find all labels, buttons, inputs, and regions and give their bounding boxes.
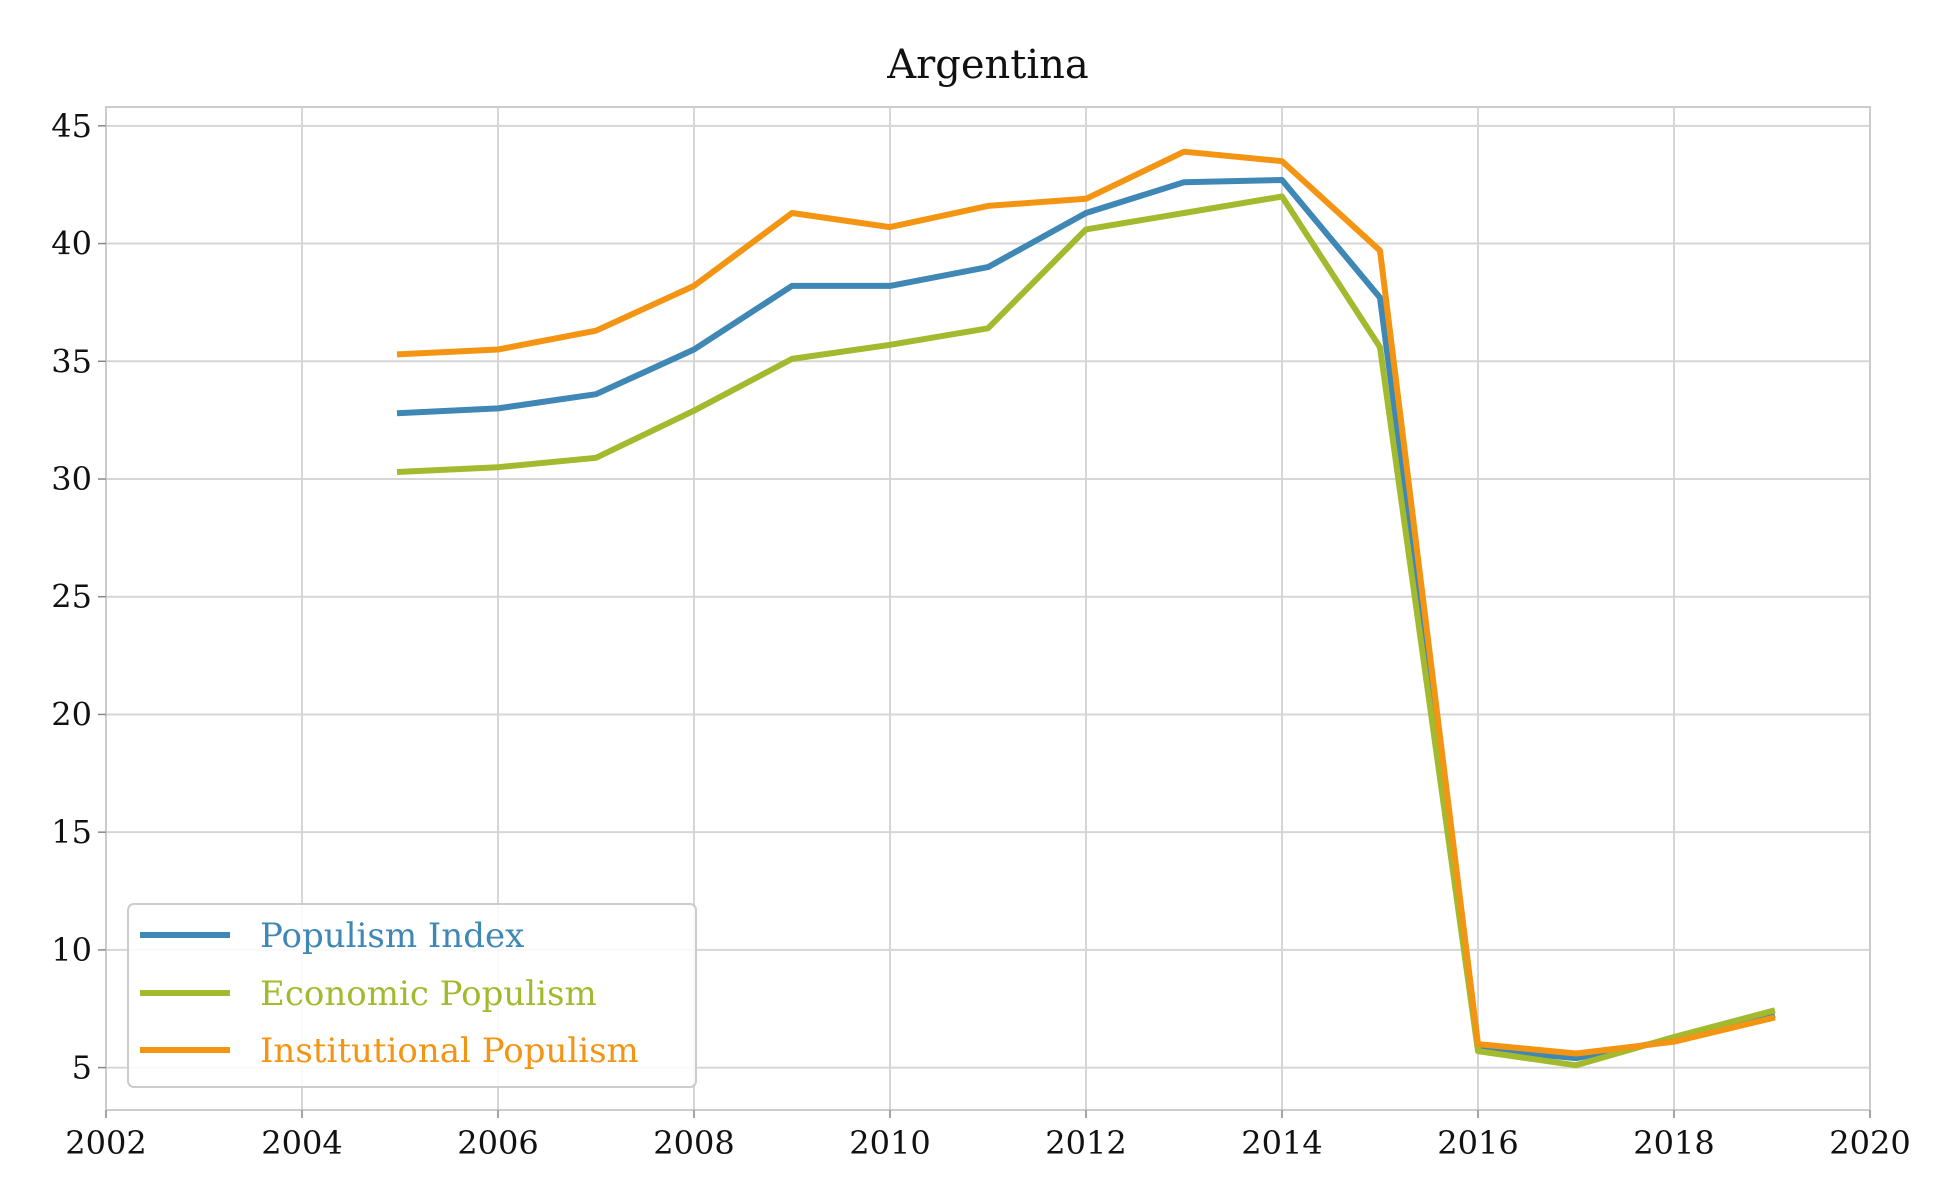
x-tick-label: 2018	[1633, 1124, 1714, 1162]
legend-box	[127, 903, 697, 1088]
x-tick-label: 2014	[1241, 1124, 1322, 1162]
y-tick-label: 15	[51, 813, 92, 851]
x-tick-label: 2020	[1829, 1124, 1910, 1162]
x-tick-label: 2002	[65, 1124, 146, 1162]
series-line-2	[396, 148, 1776, 1057]
series-line-1	[396, 193, 1776, 1069]
series-lines	[396, 148, 1776, 1069]
x-axis-ticks: 2002 2004 2006 2008 2010 2012 2014 2016 2018 2020	[65, 1110, 1911, 1162]
x-tick-label: 2012	[1045, 1124, 1126, 1162]
legend-label: Populism Index	[260, 916, 524, 956]
y-axis-ticks: 5 10 15 20 25 30 35 40 45	[51, 107, 106, 1087]
y-tick-label: 10	[51, 931, 92, 969]
plot-frame	[105, 106, 1871, 1111]
legend-label: Institutional Populism	[260, 1031, 639, 1071]
series-line-0	[396, 177, 1776, 1062]
x-tick-label: 2016	[1437, 1124, 1518, 1162]
y-tick-label: 30	[51, 460, 92, 498]
x-tick-label: 2008	[653, 1124, 734, 1162]
legend-label: Economic Populism	[260, 974, 597, 1014]
y-tick-label: 20	[51, 695, 92, 733]
y-tick-label: 35	[51, 342, 92, 380]
x-tick-label: 2006	[457, 1124, 538, 1162]
y-tick-label: 5	[72, 1049, 92, 1087]
chart-title: Argentina	[886, 42, 1089, 88]
legend: Populism Index Economic Populism Instituti…	[127, 903, 697, 1088]
y-tick-label: 45	[51, 107, 92, 145]
y-tick-label: 40	[51, 225, 92, 263]
x-tick-label: 2010	[849, 1124, 930, 1162]
y-tick-label: 25	[51, 578, 92, 616]
x-tick-label: 2004	[261, 1124, 342, 1162]
